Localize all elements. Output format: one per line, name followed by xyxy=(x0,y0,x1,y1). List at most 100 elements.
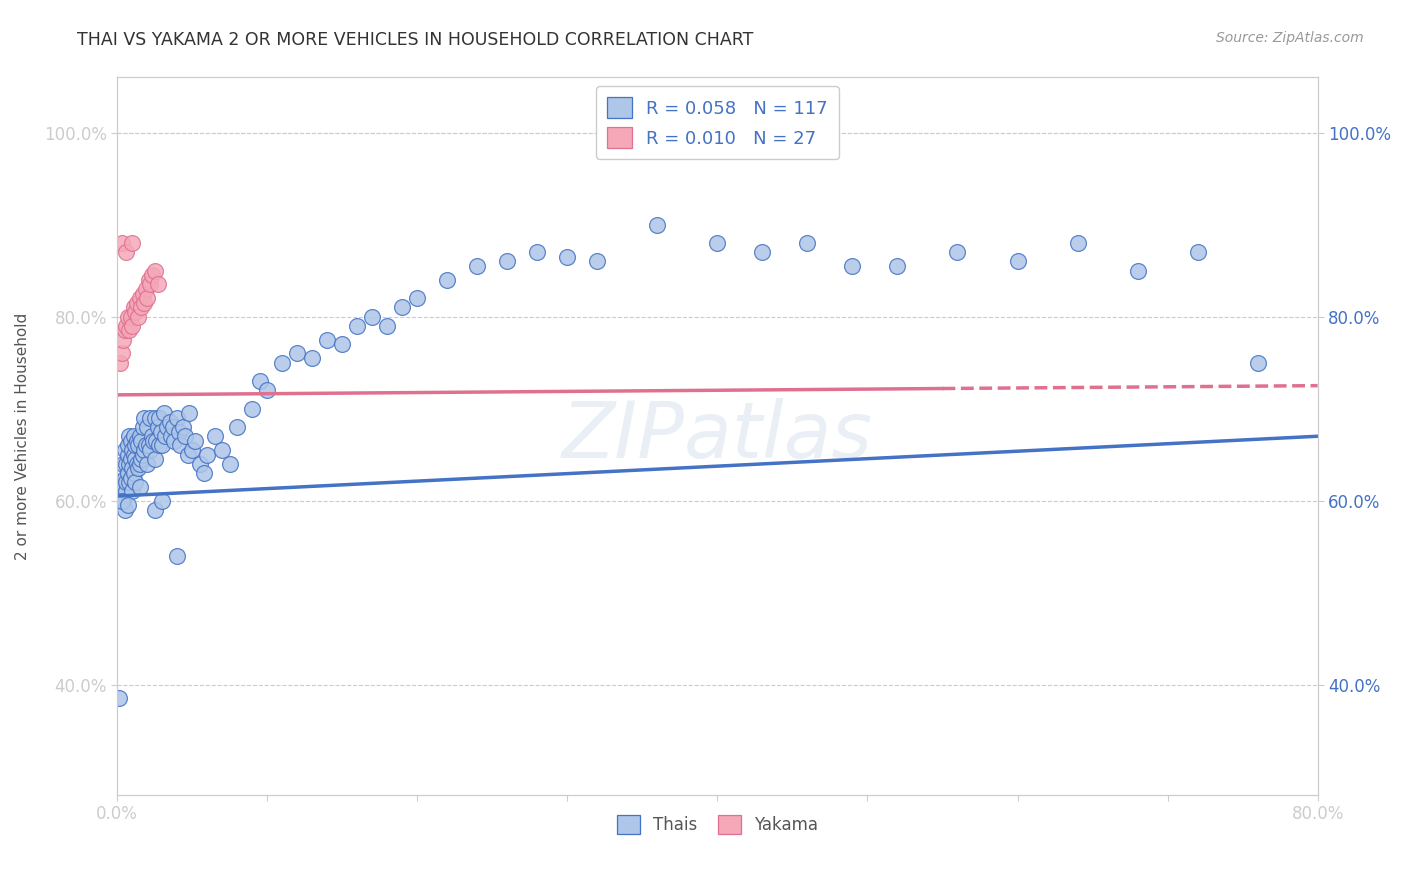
Point xyxy=(121,461,143,475)
Point xyxy=(125,457,148,471)
Point xyxy=(127,438,149,452)
Point xyxy=(256,384,278,398)
Point xyxy=(141,268,163,283)
Point xyxy=(751,245,773,260)
Point xyxy=(132,448,155,462)
Point xyxy=(143,503,166,517)
Point xyxy=(150,438,173,452)
Point xyxy=(117,498,139,512)
Point xyxy=(118,429,141,443)
Point xyxy=(436,273,458,287)
Point xyxy=(1246,356,1268,370)
Point xyxy=(162,420,184,434)
Point xyxy=(240,401,263,416)
Point xyxy=(132,420,155,434)
Point xyxy=(134,443,156,458)
Point xyxy=(111,493,134,508)
Point xyxy=(114,470,136,484)
Point xyxy=(177,448,200,462)
Point xyxy=(112,333,135,347)
Point xyxy=(124,475,146,490)
Point xyxy=(142,434,165,448)
Point xyxy=(132,286,155,301)
Point xyxy=(115,475,138,490)
Point xyxy=(141,429,163,443)
Point xyxy=(153,406,176,420)
Point xyxy=(110,356,132,370)
Point xyxy=(111,480,134,494)
Point xyxy=(124,452,146,467)
Point xyxy=(120,452,142,467)
Point xyxy=(131,301,153,315)
Point xyxy=(226,420,249,434)
Point xyxy=(124,438,146,452)
Point xyxy=(139,277,162,292)
Point xyxy=(128,480,150,494)
Point xyxy=(134,296,156,310)
Point xyxy=(146,420,169,434)
Point xyxy=(145,434,167,448)
Point xyxy=(122,429,145,443)
Point xyxy=(173,429,195,443)
Point xyxy=(218,457,240,471)
Point xyxy=(112,457,135,471)
Point xyxy=(121,235,143,250)
Point xyxy=(211,443,233,458)
Point xyxy=(118,457,141,471)
Point xyxy=(346,318,368,333)
Point xyxy=(1007,254,1029,268)
Point xyxy=(122,466,145,480)
Point xyxy=(169,438,191,452)
Point xyxy=(122,448,145,462)
Point xyxy=(406,291,429,305)
Point xyxy=(117,438,139,452)
Point xyxy=(115,457,138,471)
Point xyxy=(706,235,728,250)
Point xyxy=(111,346,134,360)
Point xyxy=(110,475,132,490)
Point xyxy=(148,438,170,452)
Point xyxy=(166,410,188,425)
Point xyxy=(121,318,143,333)
Point xyxy=(159,416,181,430)
Point xyxy=(112,493,135,508)
Point xyxy=(149,425,172,439)
Point xyxy=(1066,235,1088,250)
Point xyxy=(146,277,169,292)
Point xyxy=(115,318,138,333)
Point xyxy=(115,245,138,260)
Point xyxy=(1187,245,1209,260)
Point xyxy=(117,310,139,324)
Text: THAI VS YAKAMA 2 OR MORE VEHICLES IN HOUSEHOLD CORRELATION CHART: THAI VS YAKAMA 2 OR MORE VEHICLES IN HOU… xyxy=(77,31,754,49)
Point xyxy=(467,259,489,273)
Point xyxy=(128,291,150,305)
Point xyxy=(271,356,294,370)
Point xyxy=(120,310,142,324)
Point xyxy=(114,323,136,337)
Point xyxy=(167,425,190,439)
Point xyxy=(131,434,153,448)
Point xyxy=(131,452,153,467)
Point xyxy=(135,282,157,296)
Point xyxy=(136,420,159,434)
Point xyxy=(841,259,863,273)
Point xyxy=(127,310,149,324)
Point xyxy=(156,420,179,434)
Text: Source: ZipAtlas.com: Source: ZipAtlas.com xyxy=(1216,31,1364,45)
Point xyxy=(496,254,519,268)
Point xyxy=(127,461,149,475)
Point xyxy=(361,310,384,324)
Point xyxy=(160,429,183,443)
Point xyxy=(139,410,162,425)
Point xyxy=(117,448,139,462)
Point xyxy=(946,245,969,260)
Point xyxy=(139,443,162,458)
Point xyxy=(125,434,148,448)
Point xyxy=(330,337,353,351)
Point xyxy=(181,443,204,458)
Point xyxy=(166,549,188,563)
Point xyxy=(172,420,194,434)
Point xyxy=(184,434,207,448)
Point xyxy=(128,457,150,471)
Point xyxy=(377,318,399,333)
